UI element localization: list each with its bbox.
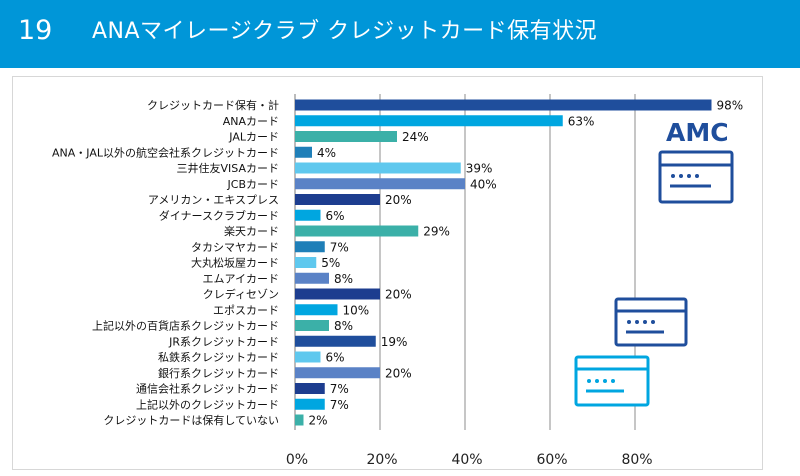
category-label: ANAカード	[223, 115, 279, 128]
bar	[295, 257, 317, 268]
category-label: タカシマヤカード	[191, 241, 279, 254]
data-label: 7%	[330, 398, 349, 412]
data-label: 29%	[423, 225, 450, 239]
category-label: 通信会社系クレジットカード	[136, 382, 279, 396]
x-tick-label: 20%	[366, 452, 397, 468]
bar	[295, 367, 380, 379]
category-label: 上記以外のクレジットカード	[136, 397, 279, 411]
data-label: 6%	[326, 351, 345, 365]
data-label: 98%	[717, 99, 744, 113]
amc-card-icon: AMC	[658, 118, 734, 204]
data-label: 63%	[568, 114, 595, 128]
category-label: ダイナースクラブカード	[159, 208, 279, 222]
data-label: 24%	[402, 130, 429, 144]
bar	[295, 288, 380, 300]
data-label: 8%	[334, 319, 353, 333]
category-label: JCBカード	[227, 178, 279, 191]
data-label: 8%	[334, 272, 353, 286]
bar	[295, 241, 325, 253]
data-label: 6%	[326, 209, 345, 223]
category-label: クレジットカード保有・計	[147, 98, 279, 112]
amc-badge-text: AMC	[666, 118, 729, 147]
bar	[295, 194, 380, 205]
bar	[295, 99, 712, 111]
category-label: 楽天カード	[224, 225, 279, 238]
data-label: 40%	[470, 177, 497, 191]
bar	[295, 225, 419, 237]
credit-card-icon	[574, 355, 650, 407]
bar	[295, 398, 325, 410]
x-axis: 0% 20% 40% 60% 80%	[286, 452, 653, 468]
slide-title: ANAマイレージクラブ クレジットカード保有状況	[92, 19, 598, 44]
credit-card-icon	[614, 297, 688, 347]
bar	[295, 304, 338, 316]
data-label: 19%	[381, 335, 408, 349]
category-label: エムアイカード	[203, 272, 279, 285]
x-tick-label: 80%	[621, 452, 652, 468]
bar	[295, 272, 329, 284]
data-label: 2%	[309, 414, 328, 428]
bar	[295, 320, 329, 331]
bar	[295, 162, 461, 174]
category-label: クレジットカードは保有していない	[103, 413, 279, 427]
data-label: 5%	[321, 256, 340, 270]
x-tick-label: 60%	[536, 452, 567, 468]
data-label: 10%	[343, 303, 370, 317]
data-label: 20%	[385, 288, 412, 302]
data-label: 20%	[385, 366, 412, 380]
category-label: JR系クレジットカード	[168, 335, 279, 348]
x-tick-label: 40%	[451, 452, 482, 468]
data-label: 7%	[330, 382, 349, 396]
bar	[295, 115, 563, 127]
bar	[295, 131, 397, 142]
data-label: 7%	[330, 240, 349, 254]
slide-number: 19	[18, 15, 53, 46]
category-label: 私鉄系クレジットカード	[158, 350, 279, 364]
category-labels: クレジットカード保有・計 ANAカード JALカードANA・JAL以外の航空会社系ク…	[52, 98, 279, 427]
category-label: エポスカード	[213, 304, 279, 317]
value-labels: 98% 63% 24% 4% 39%40% 20% 6% 29% 7% 5% 8% 20% 10% 8% 1…	[309, 99, 744, 428]
category-label: JALカード	[228, 131, 279, 144]
bar	[295, 209, 321, 221]
bar	[295, 383, 325, 394]
bar	[295, 414, 304, 426]
bars	[295, 99, 712, 426]
category-label: ANA・JAL以外の航空会社系クレジットカード	[52, 145, 279, 159]
data-label: 39%	[466, 162, 493, 176]
category-label: 大丸松坂屋カード	[191, 256, 279, 270]
slide-header: 19 ANAマイレージクラブ クレジットカード保有状況	[0, 0, 800, 68]
category-label: クレディセゾン	[203, 287, 279, 301]
x-tick-label: 0%	[286, 452, 308, 468]
category-label: アメリカン・エキスプレス	[148, 194, 279, 207]
data-label: 4%	[317, 146, 336, 160]
category-label: 上記以外の百貨店系クレジットカード	[92, 319, 279, 333]
bar	[295, 146, 312, 158]
bar	[295, 351, 321, 363]
data-label: 20%	[385, 193, 412, 207]
bar	[295, 335, 376, 347]
bar	[295, 178, 465, 190]
category-label: 三井住友VISAカード	[177, 161, 279, 175]
category-label: 銀行系クレジットカード	[158, 366, 279, 380]
